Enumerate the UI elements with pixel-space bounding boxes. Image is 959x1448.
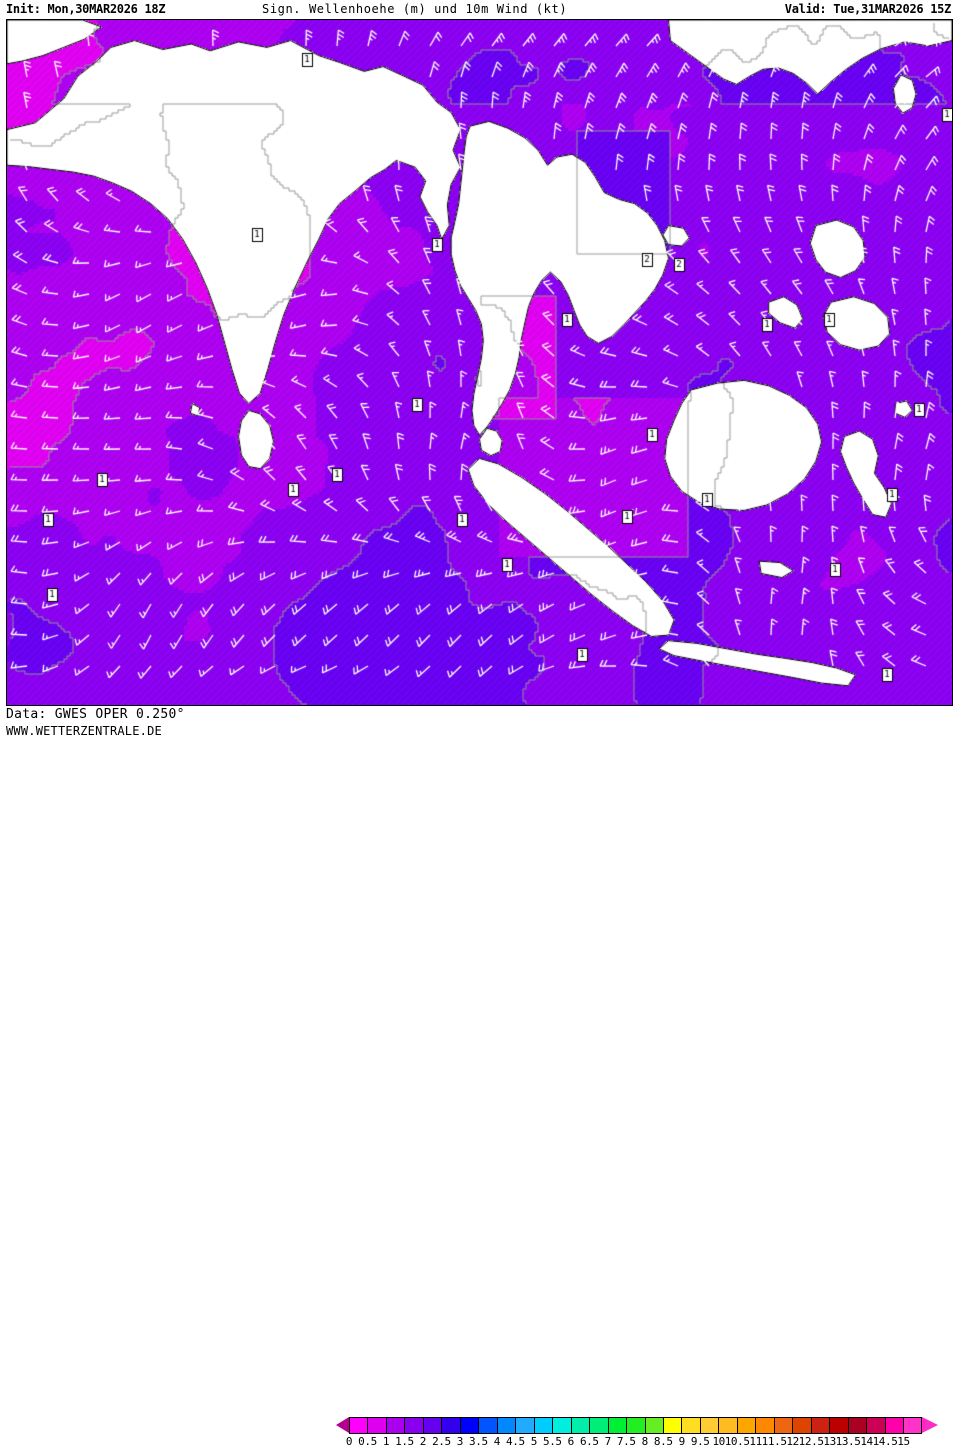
- colorbar-segment: [829, 1417, 848, 1434]
- colorbar-tick-label: 7: [604, 1435, 612, 1448]
- colorbar-segment: [349, 1417, 368, 1434]
- colorbar-tick-label: 9: [678, 1435, 686, 1448]
- colorbar-tick-label: 13.5: [835, 1435, 861, 1448]
- colorbar-segment: [459, 1417, 479, 1434]
- colorbar-tick-label: 14: [860, 1435, 873, 1448]
- colorbar-segment: [626, 1417, 645, 1434]
- colorbar-segment: [699, 1417, 719, 1434]
- colorbar-over-cap-icon: [922, 1417, 938, 1433]
- colorbar-segment: [515, 1417, 534, 1434]
- colorbar-segment: [644, 1417, 663, 1434]
- colorbar-tick-label: 0.5: [358, 1435, 377, 1448]
- colorbar-segment: [662, 1417, 682, 1434]
- colorbar-segment: [441, 1417, 460, 1434]
- colorbar-segment: [589, 1417, 608, 1434]
- map-footer: Data: GWES OPER 0.250° WWW.WETTERZENTRAL…: [0, 706, 959, 1448]
- map-header: Init: Mon,30MAR2026 18Z Sign. Wellenhoeh…: [0, 0, 959, 19]
- colorbar-tick-label: 9.5: [690, 1435, 710, 1448]
- colorbar-segment: [866, 1417, 885, 1434]
- colorbar-tick-label: 2.5: [432, 1435, 451, 1448]
- colorbar-segment: [736, 1417, 756, 1434]
- colorbar-segment: [478, 1417, 497, 1434]
- colorbar-tick-label: 3.5: [469, 1435, 488, 1448]
- colorbar-tick-label: 10: [712, 1435, 725, 1448]
- valid-time-label: Valid: Tue,31MAR2026 15Z: [784, 2, 952, 16]
- colorbar-tick-label: 0: [345, 1435, 353, 1448]
- colorbar-segment: [792, 1417, 811, 1434]
- colorbar-tick-labels: 0 0.5 1 1.5 2 2.5 3 3.5 4 4.5 5 5.5 6 6.5 7 7.5 8 8.5 9 9.5…: [336, 1435, 954, 1448]
- colorbar-segment: [884, 1417, 904, 1434]
- colorbar-tick-label: 8: [641, 1435, 649, 1448]
- colorbar-tick-label: 2: [419, 1435, 427, 1448]
- colorbar-tick-label: 12: [786, 1435, 799, 1448]
- colorbar-segment: [422, 1417, 442, 1434]
- colorbar-segments: [349, 1417, 922, 1434]
- colorbar-tick-label: 5.5: [542, 1435, 562, 1448]
- colorbar-tick-label: 1: [382, 1435, 390, 1448]
- colorbar-tick-label: 10.5: [724, 1435, 750, 1448]
- colorbar-segment: [903, 1417, 922, 1434]
- colorbar-tick-label: 6: [567, 1435, 575, 1448]
- colorbar-tick-label: 8.5: [653, 1435, 673, 1448]
- wave-height-field-canvas: [7, 20, 952, 705]
- colorbar-segment: [681, 1417, 700, 1434]
- data-source-label: Data: GWES OPER 0.250°: [6, 707, 185, 722]
- website-label: WWW.WETTERZENTRALE.DE: [6, 724, 162, 738]
- colorbar-segment: [718, 1417, 737, 1434]
- colorbar-tick-label: 11.5: [761, 1435, 787, 1448]
- map-title: Sign. Wellenhoehe (m) und 10m Wind (kt): [262, 2, 568, 16]
- colorbar-segment: [570, 1417, 590, 1434]
- colorbar-segment: [847, 1417, 867, 1434]
- colorbar-segment: [755, 1417, 774, 1434]
- colorbar-segment: [496, 1417, 516, 1434]
- colorbar-tick-label: 1.5: [395, 1435, 414, 1448]
- colorbar-segment: [533, 1417, 553, 1434]
- colorbar-segment: [367, 1417, 386, 1434]
- colorbar-segment: [810, 1417, 830, 1434]
- colorbar-tick-label: 14.5: [872, 1435, 898, 1448]
- colorbar-tick-label: 6.5: [579, 1435, 599, 1448]
- colorbar-under-cap-icon: [336, 1417, 349, 1433]
- colorbar-segment: [404, 1417, 423, 1434]
- colorbar-segment: [773, 1417, 793, 1434]
- colorbar-tick-label: 7.5: [616, 1435, 636, 1448]
- colorbar-segment: [607, 1417, 627, 1434]
- colorbar-tick-label: 11: [749, 1435, 762, 1448]
- colorbar: 0 0.5 1 1.5 2 2.5 3 3.5 4 4.5 5 5.5 6 6.5 7 7.5 8 8.5 9 9.5…: [336, 1417, 954, 1448]
- colorbar-tick-label: 4: [493, 1435, 501, 1448]
- colorbar-tick-label: 15: [897, 1435, 910, 1448]
- colorbar-tick-label: 13: [823, 1435, 836, 1448]
- colorbar-tick-label: 4.5: [506, 1435, 525, 1448]
- init-time-label: Init: Mon,30MAR2026 18Z: [6, 2, 166, 16]
- colorbar-segment: [552, 1417, 571, 1434]
- colorbar-segment: [385, 1417, 405, 1434]
- colorbar-tick-label: 3: [456, 1435, 464, 1448]
- colorbar-tick-label: 5: [530, 1435, 538, 1448]
- map-plot-area[interactable]: [6, 19, 953, 706]
- colorbar-tick-label: 12.5: [798, 1435, 824, 1448]
